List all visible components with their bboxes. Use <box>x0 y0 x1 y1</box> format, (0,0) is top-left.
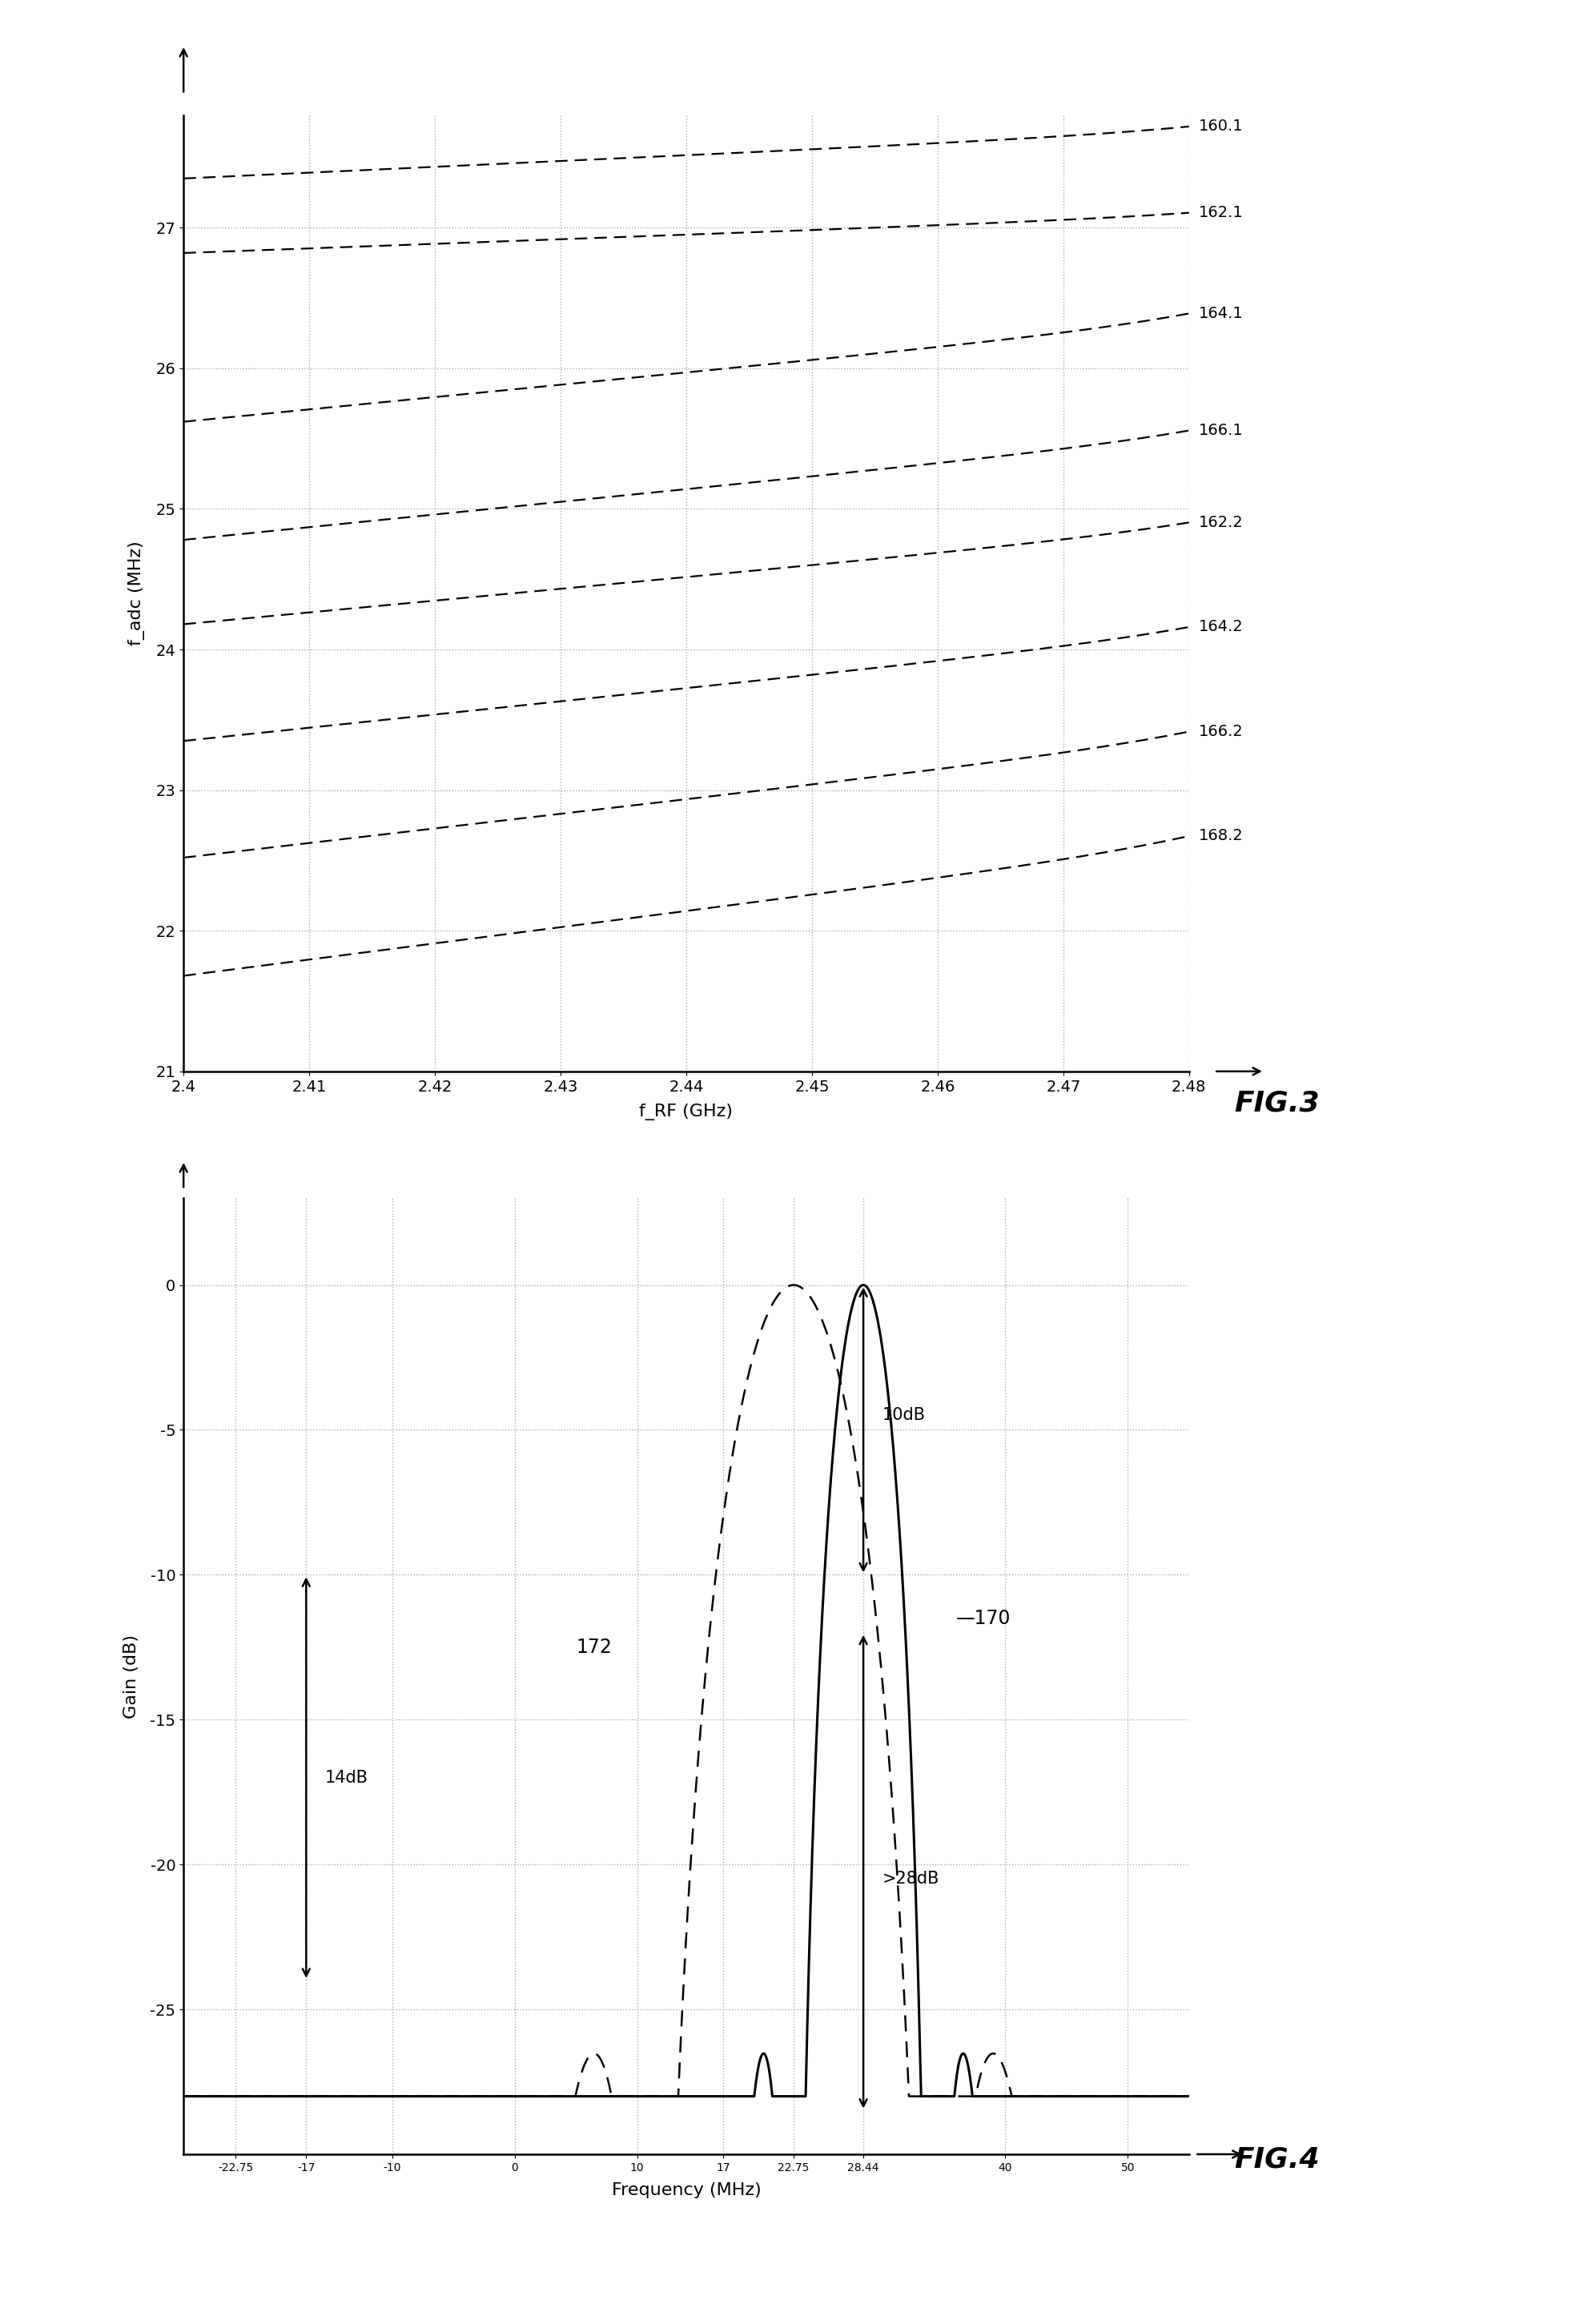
Text: 166.2: 166.2 <box>1199 723 1243 740</box>
Text: 162.1: 162.1 <box>1199 205 1243 221</box>
X-axis label: Frequency (MHz): Frequency (MHz) <box>611 2182 761 2198</box>
Text: 166.1: 166.1 <box>1199 424 1243 438</box>
Text: 14dB: 14dB <box>324 1769 367 1786</box>
Y-axis label: f_adc (MHz): f_adc (MHz) <box>128 541 145 645</box>
Text: 10dB: 10dB <box>883 1408 926 1424</box>
Text: 160.1: 160.1 <box>1199 120 1243 134</box>
Text: FIG.3: FIG.3 <box>1234 1090 1320 1117</box>
X-axis label: f_RF (GHz): f_RF (GHz) <box>640 1104 733 1120</box>
Y-axis label: Gain (dB): Gain (dB) <box>123 1634 139 1719</box>
Text: 168.2: 168.2 <box>1199 829 1243 843</box>
Text: 164.2: 164.2 <box>1199 620 1243 634</box>
Text: —170: —170 <box>956 1608 1010 1629</box>
Text: FIG.4: FIG.4 <box>1234 2145 1320 2173</box>
Text: 172: 172 <box>576 1638 611 1657</box>
Text: 164.1: 164.1 <box>1199 306 1243 320</box>
Text: 162.2: 162.2 <box>1199 514 1243 530</box>
Text: >28dB: >28dB <box>883 1871 940 1887</box>
